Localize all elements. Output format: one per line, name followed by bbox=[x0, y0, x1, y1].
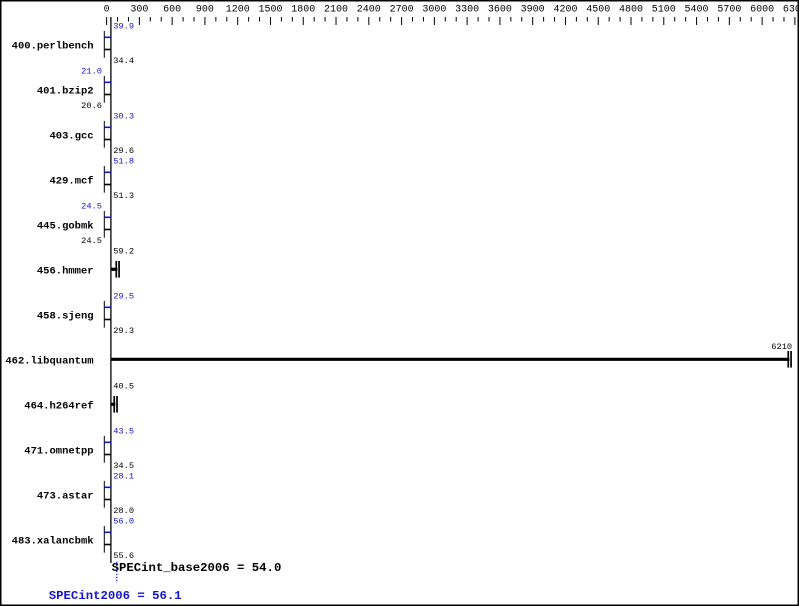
svg-text:SPECint2006 = 56.1: SPECint2006 = 56.1 bbox=[49, 589, 182, 603]
svg-text:59.2: 59.2 bbox=[113, 247, 134, 257]
svg-text:1200: 1200 bbox=[226, 4, 250, 15]
svg-text:2700: 2700 bbox=[390, 4, 414, 15]
svg-text:429.mcf: 429.mcf bbox=[49, 176, 93, 188]
svg-text:40.5: 40.5 bbox=[113, 382, 134, 392]
svg-text:403.gcc: 403.gcc bbox=[49, 131, 93, 143]
svg-text:28.1: 28.1 bbox=[113, 472, 134, 482]
svg-text:4200: 4200 bbox=[553, 4, 577, 15]
svg-text:29.5: 29.5 bbox=[113, 292, 134, 302]
svg-text:2400: 2400 bbox=[357, 4, 381, 15]
svg-text:5400: 5400 bbox=[685, 4, 709, 15]
svg-text:600: 600 bbox=[163, 4, 181, 15]
svg-text:39.9: 39.9 bbox=[113, 22, 134, 32]
svg-text:51.8: 51.8 bbox=[113, 157, 134, 167]
svg-text:43.5: 43.5 bbox=[113, 427, 134, 437]
svg-text:30.3: 30.3 bbox=[113, 112, 134, 122]
svg-text:55.6: 55.6 bbox=[113, 551, 134, 561]
svg-text:6000: 6000 bbox=[750, 4, 774, 15]
svg-text:6300: 6300 bbox=[783, 4, 799, 15]
svg-text:445.gobmk: 445.gobmk bbox=[37, 221, 94, 233]
svg-text:458.sjeng: 458.sjeng bbox=[37, 311, 94, 323]
svg-text:24.5: 24.5 bbox=[81, 236, 102, 246]
svg-text:5100: 5100 bbox=[652, 4, 676, 15]
svg-text:1500: 1500 bbox=[258, 4, 282, 15]
svg-text:1800: 1800 bbox=[291, 4, 315, 15]
svg-text:20.6: 20.6 bbox=[81, 101, 102, 111]
svg-text:28.0: 28.0 bbox=[113, 506, 134, 516]
svg-text:456.hmmer: 456.hmmer bbox=[37, 266, 94, 278]
svg-text:0: 0 bbox=[104, 4, 110, 15]
svg-text:3300: 3300 bbox=[455, 4, 479, 15]
svg-text:4500: 4500 bbox=[586, 4, 610, 15]
svg-text:5700: 5700 bbox=[717, 4, 741, 15]
svg-text:2100: 2100 bbox=[324, 4, 348, 15]
svg-text:34.5: 34.5 bbox=[113, 461, 134, 471]
svg-text:3900: 3900 bbox=[521, 4, 545, 15]
svg-text:4800: 4800 bbox=[619, 4, 643, 15]
svg-text:29.6: 29.6 bbox=[113, 146, 134, 156]
svg-text:300: 300 bbox=[130, 4, 148, 15]
svg-text:462.libquantum: 462.libquantum bbox=[5, 356, 93, 368]
svg-text:471.omnetpp: 471.omnetpp bbox=[24, 446, 93, 458]
svg-text:29.3: 29.3 bbox=[113, 326, 134, 336]
svg-text:400.perlbench: 400.perlbench bbox=[12, 41, 94, 53]
svg-text:3600: 3600 bbox=[488, 4, 512, 15]
svg-text:51.3: 51.3 bbox=[113, 191, 134, 201]
svg-text:464.h264ref: 464.h264ref bbox=[24, 401, 93, 413]
svg-text:21.0: 21.0 bbox=[81, 67, 102, 77]
svg-text:483.xalancbmk: 483.xalancbmk bbox=[12, 536, 94, 548]
svg-text:6210: 6210 bbox=[771, 342, 792, 352]
svg-text:401.bzip2: 401.bzip2 bbox=[37, 86, 94, 98]
svg-text:900: 900 bbox=[196, 4, 214, 15]
svg-text:SPECint_base2006 = 54.0: SPECint_base2006 = 54.0 bbox=[112, 561, 282, 575]
svg-text:56.0: 56.0 bbox=[113, 517, 134, 527]
svg-text:3000: 3000 bbox=[422, 4, 446, 15]
svg-text:34.4: 34.4 bbox=[113, 56, 134, 66]
svg-text:24.5: 24.5 bbox=[81, 202, 102, 212]
svg-text:473.astar: 473.astar bbox=[37, 491, 94, 503]
